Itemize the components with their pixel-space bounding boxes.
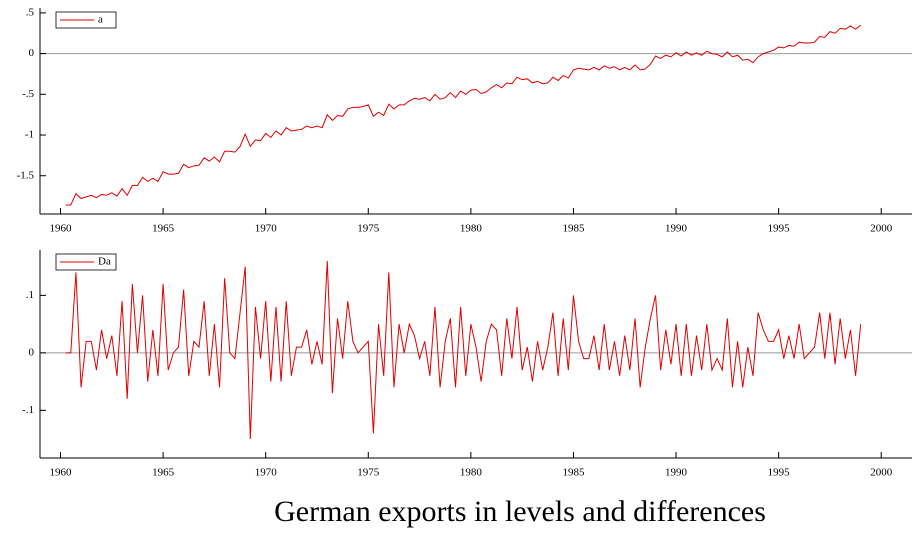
x-tick-label: 1965 [152, 223, 175, 235]
x-tick-label: 1995 [768, 223, 791, 235]
y-tick-label: 0 [29, 47, 35, 59]
x-tick-label: 1970 [255, 467, 278, 479]
x-tick-label: 1985 [562, 223, 585, 235]
data-line [65, 260, 862, 440]
x-tick-label: 1990 [665, 223, 688, 235]
caption: German exports in levels and differences [274, 495, 766, 528]
x-tick-label: 1970 [255, 223, 278, 235]
x-tick-label: 1980 [460, 223, 483, 235]
y-tick-label: -.1 [22, 404, 34, 416]
y-tick-label: -1 [25, 129, 34, 141]
x-tick-label: 1990 [665, 467, 688, 479]
x-tick-label: 1975 [357, 467, 380, 479]
x-tick-label: 1960 [50, 467, 73, 479]
legend-label: Da [98, 256, 111, 268]
x-tick-label: 1960 [50, 223, 73, 235]
y-tick-label: .1 [26, 289, 34, 301]
x-tick-label: 1975 [357, 223, 380, 235]
y-tick-label: .5 [26, 6, 35, 18]
legend-label: a [98, 14, 103, 26]
x-tick-label: 2000 [870, 467, 893, 479]
x-tick-label: 1995 [768, 467, 791, 479]
x-tick-label: 1980 [460, 467, 483, 479]
x-tick-label: 2000 [870, 223, 893, 235]
x-tick-label: 1965 [152, 467, 175, 479]
x-tick-label: 1985 [562, 467, 585, 479]
y-tick-label: 0 [29, 346, 35, 358]
data-line [65, 24, 862, 206]
y-tick-label: -1.5 [17, 169, 35, 181]
y-tick-label: -.5 [22, 88, 34, 100]
